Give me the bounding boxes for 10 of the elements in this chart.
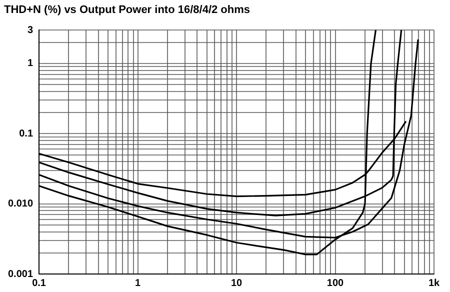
y-tick-label: 0.010 <box>8 198 34 210</box>
y-tick-label: 0.001 <box>8 268 34 280</box>
y-tick-label: 3 <box>27 24 34 36</box>
x-tick-label: 1 <box>134 278 141 289</box>
x-tick-label: 1k <box>428 278 440 289</box>
x-tick-label: 10 <box>230 278 243 289</box>
chart-title: THD+N (%) vs Output Power into 16/8/4/2 ohms <box>3 3 252 18</box>
x-tick-label: 100 <box>326 278 344 289</box>
y-tick-label: 0.1 <box>19 128 34 140</box>
y-tick-label: 1 <box>27 58 34 70</box>
